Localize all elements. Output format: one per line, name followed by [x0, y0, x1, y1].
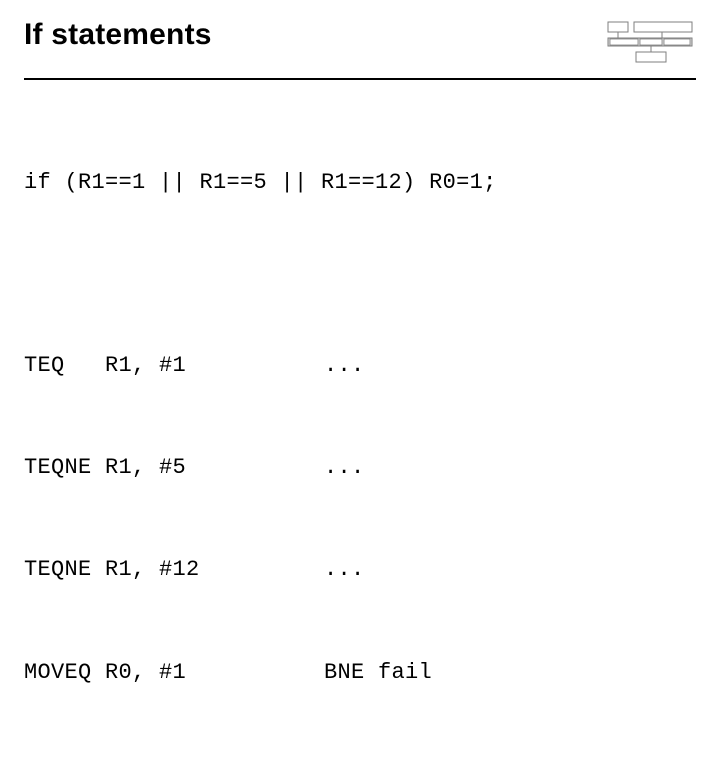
code-block: if (R1==1 || R1==5 || R1==12) R0=1; TEQ …	[24, 98, 696, 758]
page-title: If statements	[24, 18, 212, 52]
computer-diagram-icon	[606, 20, 696, 68]
code-row: TEQ R1, #1 ...	[24, 349, 696, 383]
code-left: TEQNE R1, #5	[24, 451, 324, 485]
code-header-line: if (R1==1 || R1==5 || R1==12) R0=1;	[24, 166, 696, 200]
code-row: TEQNE R1, #12 ...	[24, 553, 696, 587]
code-right: ...	[324, 349, 696, 383]
code-left: MOVEQ R0, #1	[24, 656, 324, 690]
slide: If statements if (R1==1 || R1==5 || R1==…	[0, 0, 720, 540]
code-right: ...	[324, 553, 696, 587]
code-spacer	[24, 268, 696, 280]
header-graphic	[606, 20, 696, 68]
code-left: TEQ R1, #1	[24, 349, 324, 383]
code-left: TEQNE R1, #12	[24, 553, 324, 587]
code-row: TEQNE R1, #5 ...	[24, 451, 696, 485]
header-row: If statements	[24, 18, 696, 68]
code-right: ...	[324, 451, 696, 485]
code-right: BNE fail	[324, 656, 696, 690]
code-row: MOVEQ R0, #1 BNE fail	[24, 656, 696, 690]
title-underline	[24, 78, 696, 80]
